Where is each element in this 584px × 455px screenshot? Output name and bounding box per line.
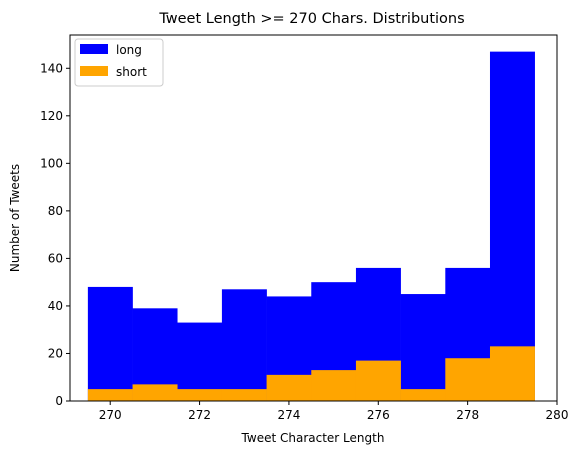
y-tick-label-0: 0 — [55, 394, 63, 408]
legend: long short — [74, 38, 164, 87]
bar-long-7 — [400, 294, 446, 401]
legend-swatch-short — [80, 66, 108, 76]
legend-label-long: long — [116, 43, 142, 57]
y-tick-label-3: 60 — [48, 251, 63, 265]
x-tick-label-1: 272 — [188, 408, 211, 422]
x-axis-title: Tweet Character Length — [241, 431, 385, 445]
bar-long-0 — [87, 286, 133, 401]
x-tick-label-3: 276 — [367, 408, 390, 422]
bar-long-9 — [489, 51, 535, 402]
y-tick-label-1: 20 — [48, 346, 63, 360]
y-tick-label-6: 120 — [40, 109, 63, 123]
y-tick-label-4: 80 — [48, 204, 63, 218]
bar-long-3 — [221, 289, 267, 401]
x-tick-label-0: 270 — [99, 408, 122, 422]
legend-label-short: short — [116, 65, 147, 79]
legend-swatch-long — [80, 44, 108, 54]
y-tick-label-2: 40 — [48, 299, 63, 313]
bar-long-2 — [177, 322, 223, 401]
bar-short-9 — [489, 346, 535, 401]
x-axis: 270 272 274 276 278 280 — [99, 401, 569, 422]
bar-short-8 — [445, 358, 491, 401]
bar-short-0 — [87, 389, 133, 401]
x-tick-label-4: 278 — [456, 408, 479, 422]
chart-title: Tweet Length >= 270 Chars. Distributions — [158, 11, 464, 27]
bar-short-4 — [266, 374, 312, 401]
bar-short-3 — [221, 389, 267, 401]
y-tick-label-7: 140 — [40, 61, 63, 75]
y-axis-title: Number of Tweets — [8, 164, 22, 272]
y-tick-label-5: 100 — [40, 156, 63, 170]
bar-short-2 — [177, 389, 223, 401]
bars-layer — [87, 51, 535, 402]
x-tick-label-5: 280 — [546, 408, 569, 422]
bar-short-6 — [355, 360, 401, 401]
plot-frame — [69, 34, 558, 402]
y-axis: 0 20 40 60 80 100 120 140 — [40, 61, 70, 408]
bar-short-5 — [311, 370, 357, 401]
bar-short-7 — [400, 389, 446, 401]
x-tick-label-2: 274 — [277, 408, 300, 422]
bar-short-1 — [132, 384, 178, 401]
